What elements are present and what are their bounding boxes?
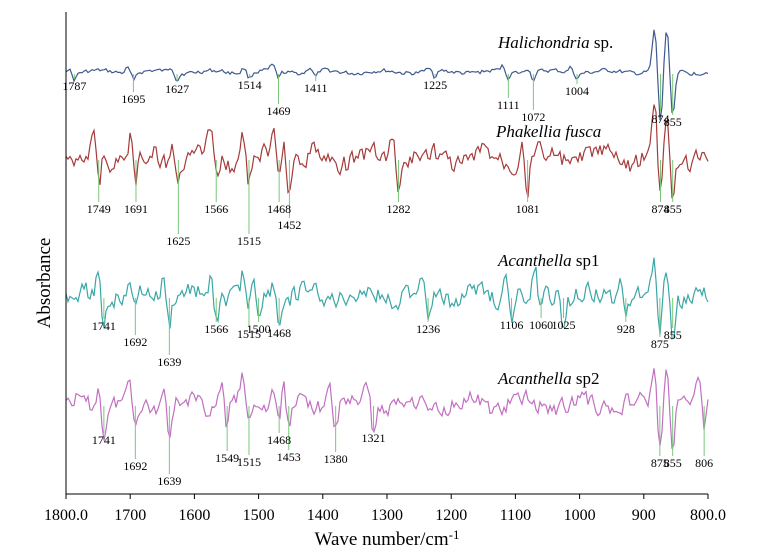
peak-label: 1741: [92, 433, 116, 447]
peak-label: 1515: [237, 234, 261, 248]
peak-label: 1695: [121, 92, 145, 106]
peak-label: 875: [651, 337, 669, 351]
spectra-group: [65, 29, 709, 449]
spectrum-line: [65, 104, 709, 199]
peak-label: 1692: [123, 459, 147, 473]
x-axis-title: Wave number/cm-1: [315, 527, 460, 550]
peak-label: 855: [664, 328, 682, 342]
spectrum-line: [65, 368, 709, 449]
x-tick-label: 1800.0: [44, 507, 88, 524]
peak-label: 1515: [237, 455, 261, 469]
x-tick-label: 800.0: [690, 507, 726, 524]
series-label: Phakellia fusca: [495, 122, 601, 141]
peak-label: 1741: [92, 319, 116, 333]
series-label: Halichondria sp.: [497, 33, 613, 52]
series-labels-group: Halichondria sp. Phakellia fusca Acanthell…: [495, 33, 613, 388]
peak-markers-group: [73, 74, 705, 474]
peak-label: 874: [651, 202, 669, 216]
x-tick-label: 900: [632, 507, 656, 524]
peak-label: 1639: [157, 474, 181, 488]
peak-label: 1004: [565, 84, 589, 98]
spectrum-line: [65, 29, 709, 121]
peak-label: 875: [651, 456, 669, 470]
y-axis-title: Absorbance: [34, 238, 55, 329]
peak-label: 1060: [529, 318, 553, 332]
peak-label: 1025: [552, 318, 576, 332]
peak-label: 1282: [387, 202, 411, 216]
peak-label: 1072: [521, 110, 545, 124]
peak-label: 1236: [416, 322, 440, 336]
peak-label: 1452: [277, 218, 301, 232]
peak-label: 1411: [304, 81, 328, 95]
peak-label: 1625: [166, 234, 190, 248]
peak-label: 1749: [87, 202, 111, 216]
peak-label: 928: [617, 322, 635, 336]
x-tick-label: 1600: [178, 507, 210, 524]
peak-label: 1515: [237, 327, 261, 341]
peak-label: 1225: [423, 78, 447, 92]
peak-label: 1469: [267, 104, 291, 118]
peak-label: 1081: [516, 202, 540, 216]
peak-label: 855: [664, 456, 682, 470]
peak-label: 1549: [215, 451, 239, 465]
peak-label: 1514: [238, 78, 262, 92]
x-tick-label: 1000: [564, 507, 596, 524]
peak-label: 1500: [247, 322, 271, 336]
peak-label: 855: [664, 115, 682, 129]
x-tick-label: 1300: [371, 507, 403, 524]
series-label: Acanthella sp1: [497, 251, 600, 270]
peak-label: 1106: [500, 318, 524, 332]
peak-label: 855: [664, 202, 682, 216]
x-tick-label: 1400: [307, 507, 339, 524]
peak-label: 1691: [124, 202, 148, 216]
x-ticks-group: 1800.0 1700 1600 1500 1400 1300 1200 1100 1000 90…: [44, 494, 726, 524]
peak-label: 1566: [204, 202, 228, 216]
peak-label: 1380: [324, 452, 348, 466]
peak-label: 1468: [267, 326, 291, 340]
peak-label: 1468: [267, 433, 291, 447]
peak-label: 1111: [497, 98, 520, 112]
x-tick-label: 1500: [243, 507, 275, 524]
x-tick-label: 1200: [435, 507, 467, 524]
x-tick-label: 1700: [114, 507, 146, 524]
spectrum-line: [65, 257, 709, 340]
peak-label: 806: [695, 456, 713, 470]
peak-label: 1639: [157, 355, 181, 369]
peak-label: 1453: [277, 450, 301, 464]
peak-label: 1692: [123, 335, 147, 349]
x-tick-label: 1100: [500, 507, 531, 524]
peak-label: 1566: [204, 322, 228, 336]
series-label: Acanthella sp2: [497, 369, 600, 388]
peak-label: 1321: [362, 431, 386, 445]
peak-label: 874: [651, 112, 669, 126]
peak-label: 1627: [165, 82, 189, 96]
peak-label: 1787: [62, 79, 86, 93]
peak-label: 1468: [267, 202, 291, 216]
